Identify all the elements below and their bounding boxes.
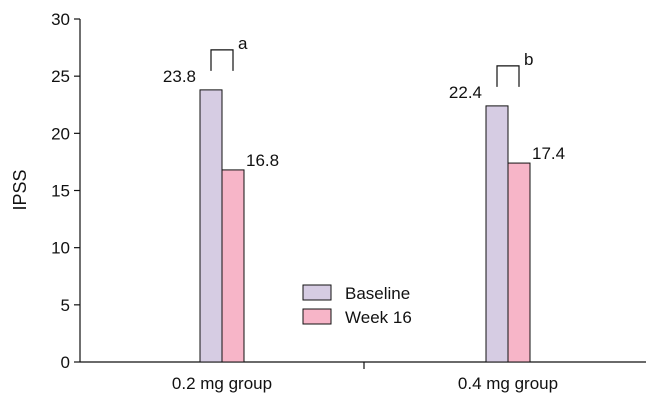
data-label-week-16: 16.8 — [246, 151, 279, 170]
y-tick-label: 20 — [51, 124, 70, 143]
y-tick-label: 5 — [61, 296, 70, 315]
significance-bracket — [210, 49, 234, 71]
significance-label: b — [524, 50, 533, 69]
data-labels: 23.8 16.8 22.4 17.4 — [163, 67, 565, 170]
data-label-baseline: 23.8 — [163, 67, 196, 86]
data-label-baseline: 22.4 — [449, 83, 482, 102]
data-label-week-16: 17.4 — [532, 144, 565, 163]
y-tick-label: 0 — [61, 353, 70, 372]
y-tick-label: 25 — [51, 67, 70, 86]
bar-week-16 — [221, 169, 245, 363]
x-category-label: 0.2 mg group — [172, 374, 272, 393]
y-tick-label: 30 — [51, 10, 70, 29]
significance-bracket — [496, 65, 520, 87]
significance-brackets: ab — [210, 34, 533, 87]
x-axis-categories: 0.2 mg group 0.4 mg group — [172, 362, 558, 393]
y-tick-label: 15 — [51, 182, 70, 201]
legend-swatch — [302, 308, 332, 325]
significance-label: a — [238, 34, 248, 53]
legend-label: Baseline — [345, 284, 410, 303]
y-axis-ticks: 0 5 10 15 20 25 30 — [51, 10, 80, 372]
legend-swatch — [302, 284, 332, 301]
x-category-label: 0.4 mg group — [458, 374, 558, 393]
bar-series — [199, 89, 531, 363]
bar-baseline — [485, 105, 509, 363]
bar-week-16 — [507, 162, 531, 363]
bar-baseline — [199, 89, 223, 363]
legend: Baseline Week 16 — [302, 284, 412, 327]
legend-label: Week 16 — [345, 308, 412, 327]
y-axis-title: IPSS — [10, 169, 30, 210]
y-tick-label: 10 — [51, 239, 70, 258]
